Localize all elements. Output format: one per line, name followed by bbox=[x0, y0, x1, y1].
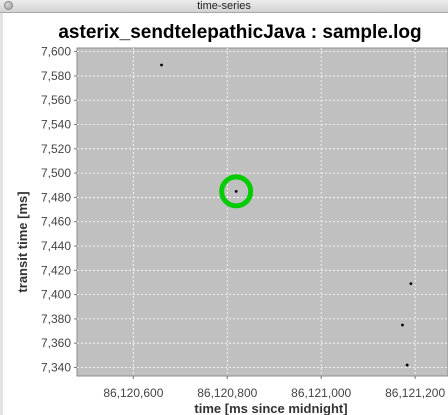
y-tick-label: 7,420 bbox=[41, 263, 71, 277]
y-tick-label: 7,440 bbox=[41, 239, 71, 253]
x-tick-label: 86,121,200 bbox=[385, 386, 445, 400]
y-tick-label: 7,500 bbox=[41, 166, 71, 180]
x-tick-label: 86,120,800 bbox=[197, 386, 257, 400]
data-point bbox=[401, 324, 404, 327]
y-tick-label: 7,380 bbox=[41, 312, 71, 326]
y-axis-label: transit time [ms] bbox=[15, 191, 30, 292]
y-tick-label: 7,580 bbox=[41, 69, 71, 83]
y-tick-label: 7,460 bbox=[41, 215, 71, 229]
y-tick-label: 7,480 bbox=[41, 190, 71, 204]
data-point bbox=[160, 64, 163, 67]
x-axis-label: time [ms since midnight] bbox=[194, 401, 347, 415]
y-tick-label: 7,360 bbox=[41, 336, 71, 350]
y-tick-label: 7,560 bbox=[41, 93, 71, 107]
data-point bbox=[410, 282, 413, 285]
data-point bbox=[235, 190, 238, 193]
y-tick-label: 7,520 bbox=[41, 142, 71, 156]
y-tick-label: 7,340 bbox=[41, 360, 71, 374]
x-axis-ticks: 86,120,600 86,120,800 86,121,000 86,121,200 bbox=[103, 376, 445, 400]
chart-title: asterix_sendtelepathicJava : sample.log bbox=[58, 22, 421, 43]
plot-area bbox=[77, 48, 448, 376]
y-tick-label: 7,600 bbox=[41, 45, 71, 59]
x-tick-label: 86,121,000 bbox=[291, 386, 351, 400]
y-tick-label: 7,540 bbox=[41, 118, 71, 132]
x-tick-label: 86,120,600 bbox=[103, 386, 163, 400]
y-tick-label: 7,400 bbox=[41, 288, 71, 302]
data-point bbox=[406, 364, 409, 367]
y-axis-ticks: 7,340 7,360 7,380 7,400 7,420 7,440 7,460 7,480… bbox=[41, 45, 77, 375]
